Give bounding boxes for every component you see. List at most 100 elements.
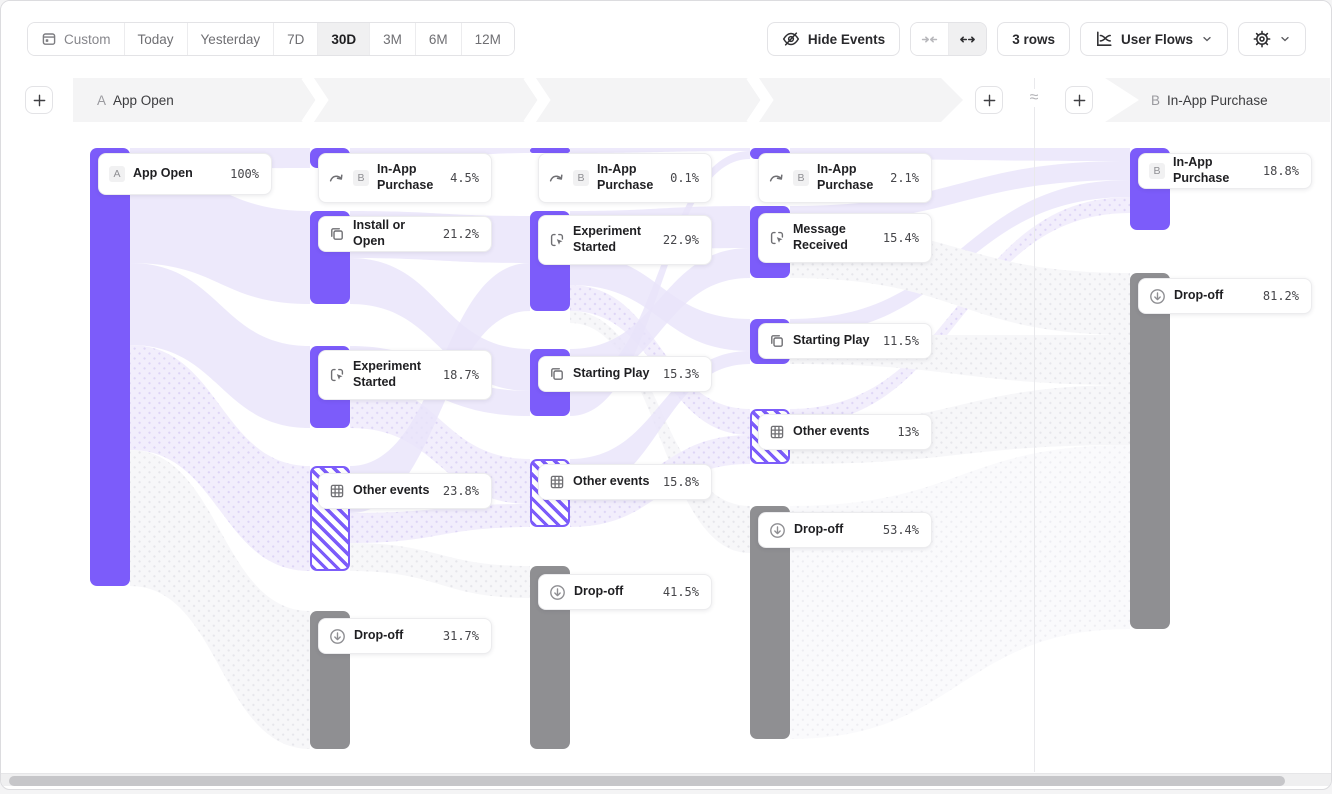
flow-node-1-drop-off[interactable]: Drop-off 31.7%	[318, 618, 492, 654]
user-flows-chart-icon	[1095, 30, 1113, 48]
settings-dropdown[interactable]	[1238, 22, 1306, 56]
flow-link	[570, 148, 750, 153]
flow-node-percentage: 18.8%	[1262, 164, 1299, 178]
copy-icon	[329, 226, 345, 242]
flow-node-label: Drop-off	[574, 584, 624, 599]
flow-node-1-in-app-purchase[interactable]: B In-App Purchase 4.5%	[318, 153, 492, 203]
flow-node-label: In-App Purchase	[1173, 155, 1230, 185]
flow-link	[790, 445, 1130, 739]
flow-link	[350, 543, 530, 598]
flow-header-row: A App Open ≈ B In-App Purchas	[1, 78, 1331, 122]
flow-node-3-message-received[interactable]: Message Received 15.4%	[758, 213, 932, 263]
add-step-middle-button[interactable]	[975, 86, 1003, 114]
step-separator-chevron-icon	[523, 78, 551, 127]
plus-icon	[32, 93, 47, 108]
date-range-custom[interactable]: Custom	[28, 23, 124, 55]
drop-off-icon	[769, 522, 786, 539]
add-step-left-button[interactable]	[25, 86, 53, 114]
flow-node-label: Starting Play	[793, 333, 870, 348]
flow-node-3-starting-play[interactable]: Starting Play 11.5%	[758, 323, 932, 359]
flow-node-percentage: 2.1%	[890, 171, 919, 185]
flow-link	[130, 170, 310, 304]
flow-bar-0-app-open[interactable]	[90, 148, 130, 586]
flow-node-label: Drop-off	[354, 628, 404, 643]
flow-node-percentage: 15.8%	[662, 475, 699, 489]
date-range-3m[interactable]: 3M	[369, 23, 415, 55]
flow-node-label: In-App Purchase	[817, 162, 874, 192]
event-badge: B	[353, 170, 369, 186]
copy-icon	[769, 333, 785, 349]
date-range-7d[interactable]: 7D	[273, 23, 318, 55]
gear-icon	[1253, 30, 1271, 48]
step-separator-chevron-icon	[746, 78, 774, 127]
date-range-30d[interactable]: 30D	[317, 23, 370, 55]
flow-node-label: Install or Open	[353, 218, 406, 248]
flow-node-3-drop-off[interactable]: Drop-off 53.4%	[758, 512, 932, 548]
flow-node-percentage: 41.5%	[662, 585, 699, 599]
horizontal-scrollbar-thumb[interactable]	[9, 775, 1285, 786]
calendar-icon	[41, 31, 57, 47]
hide-events-button[interactable]: Hide Events	[766, 22, 901, 56]
add-step-right-button[interactable]	[1065, 86, 1093, 114]
flow-node-3-other-events[interactable]: Other events 13%	[758, 414, 932, 450]
rows-label: 3 rows	[1012, 31, 1055, 47]
flow-node-1-experiment-started[interactable]: Experiment Started 18.7%	[318, 350, 492, 400]
flow-bar-4-drop-off[interactable]	[1130, 273, 1170, 629]
experiment-icon	[549, 232, 565, 248]
flow-node-2-starting-play[interactable]: Starting Play 15.3%	[538, 356, 712, 392]
chart-type-dropdown[interactable]: User Flows	[1079, 22, 1228, 56]
flow-bar-2-in-app-purchase[interactable]	[530, 148, 570, 153]
start-event-banner[interactable]: A App Open	[73, 78, 963, 122]
copy-icon	[549, 366, 565, 382]
flow-node-0-app-open[interactable]: A App Open 100%	[98, 153, 272, 195]
flow-node-3-in-app-purchase[interactable]: B In-App Purchase 2.1%	[758, 153, 932, 203]
flow-node-percentage: 13%	[897, 425, 919, 439]
date-range-12m[interactable]: 12M	[460, 23, 514, 55]
event-badge: A	[109, 166, 125, 182]
flow-link	[130, 450, 310, 749]
flow-node-percentage: 4.5%	[450, 171, 479, 185]
rows-button[interactable]: 3 rows	[997, 22, 1070, 56]
expand-columns-button[interactable]	[948, 23, 987, 55]
flow-node-2-other-events[interactable]: Other events 15.8%	[538, 464, 712, 500]
flow-node-2-in-app-purchase[interactable]: B In-App Purchase 0.1%	[538, 153, 712, 203]
date-range-yesterday[interactable]: Yesterday	[186, 23, 274, 55]
event-badge: B	[573, 170, 589, 186]
flow-node-1-install-or-open[interactable]: Install or Open 21.2%	[318, 216, 492, 252]
end-event-banner[interactable]: B In-App Purchase	[1105, 78, 1330, 122]
date-range-label: 30D	[331, 31, 357, 47]
flow-node-4-drop-off[interactable]: Drop-off 81.2%	[1138, 278, 1312, 314]
date-range-label: Today	[137, 31, 174, 47]
flow-node-percentage: 100%	[230, 167, 259, 181]
flow-node-percentage: 21.2%	[442, 227, 479, 241]
drop-off-icon	[549, 584, 566, 601]
flow-node-label: Other events	[353, 483, 430, 498]
jump-arrow-icon	[329, 170, 345, 186]
chevron-down-icon	[1279, 33, 1291, 45]
event-badge: B	[1149, 163, 1165, 179]
jump-arrow-icon	[769, 170, 785, 186]
flow-link	[350, 504, 530, 543]
flow-node-percentage: 22.9%	[662, 233, 699, 247]
date-range-today[interactable]: Today	[123, 23, 187, 55]
start-event-label: App Open	[113, 92, 174, 108]
date-range-label: 12M	[474, 31, 501, 47]
flow-node-label: Other events	[793, 424, 870, 439]
collapse-columns-button[interactable]	[911, 23, 949, 55]
drop-off-icon	[329, 628, 346, 645]
flow-node-4-in-app-purchase[interactable]: B In-App Purchase 18.8%	[1138, 153, 1312, 189]
flow-node-percentage: 0.1%	[670, 171, 699, 185]
flow-node-2-experiment-started[interactable]: Experiment Started 22.9%	[538, 215, 712, 265]
plus-icon	[982, 93, 997, 108]
flow-link	[790, 197, 1130, 425]
flow-node-1-other-events[interactable]: Other events 23.8%	[318, 473, 492, 509]
step-separator-chevron-icon	[301, 78, 329, 127]
grid-icon	[769, 424, 785, 440]
date-range-6m[interactable]: 6M	[414, 23, 461, 55]
date-range-label: 6M	[428, 31, 448, 47]
flow-canvas: A App Open 100% B In-App Purchase 4.5% Install…	[1, 123, 1331, 773]
plus-icon	[1072, 93, 1087, 108]
flow-node-2-drop-off[interactable]: Drop-off 41.5%	[538, 574, 712, 610]
flow-node-label: Message Received	[793, 222, 848, 252]
